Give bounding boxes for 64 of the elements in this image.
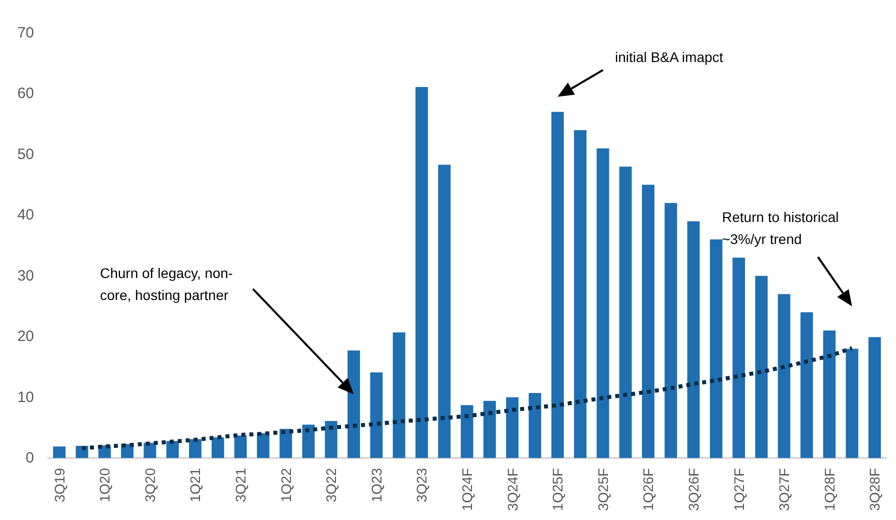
x-tick-label: 3Q20	[142, 468, 158, 502]
x-tick-label: 1Q21	[187, 468, 204, 502]
bar	[438, 164, 451, 458]
bar	[755, 276, 768, 458]
bar	[778, 294, 790, 458]
bar	[324, 420, 338, 458]
bar	[642, 184, 654, 458]
bar	[212, 437, 224, 458]
y-tick-label: 40	[17, 206, 34, 224]
bar	[732, 258, 746, 458]
bar	[551, 112, 564, 458]
y-tick-label: 10	[17, 388, 34, 406]
bar	[687, 221, 700, 458]
x-tick-label: 1Q28F	[821, 468, 838, 511]
annotation: initial B&A imapct	[615, 49, 724, 65]
bar	[166, 441, 179, 458]
x-tick-label: 1Q22	[278, 468, 294, 502]
bar	[596, 148, 610, 458]
x-tick-label: 1Q20	[96, 468, 113, 502]
bar	[506, 397, 519, 458]
x-tick-label: 1Q24F	[459, 468, 475, 511]
bar	[415, 87, 428, 458]
x-tick-label: 3Q25F	[594, 468, 611, 511]
x-tick-label: 3Q23	[414, 468, 430, 502]
y-tick-label: 50	[17, 146, 34, 163]
bar	[280, 428, 292, 458]
y-tick-label: 30	[17, 267, 34, 284]
bar	[664, 203, 678, 458]
bar	[574, 130, 586, 458]
x-tick-label: 3Q21	[232, 468, 249, 502]
annotation: Return to historical ~3%/yr trend	[722, 209, 839, 247]
bar	[460, 405, 474, 458]
bar	[710, 239, 722, 458]
annotation: Churn of legacy, non- core, hosting partner	[100, 265, 234, 303]
bar	[188, 439, 202, 458]
bar	[823, 330, 836, 458]
x-tick-label: 3Q26F	[685, 468, 702, 511]
x-tick-label: 3Q28F	[866, 468, 883, 511]
bar	[619, 166, 632, 458]
bar	[234, 436, 247, 458]
x-tick-label: 3Q19	[51, 468, 68, 502]
bar	[868, 337, 881, 458]
x-tick-label: 1Q25F	[550, 468, 566, 511]
x-tick-label: 1Q26F	[640, 468, 656, 511]
bar	[302, 424, 315, 458]
x-tick-label: 3Q27F	[776, 468, 792, 511]
bar	[800, 312, 813, 458]
x-tick-label: 3Q24F	[504, 468, 520, 511]
bar	[370, 372, 383, 458]
bar	[846, 348, 858, 458]
bar	[483, 400, 496, 458]
y-tick-label: 0	[26, 450, 34, 466]
bar	[144, 442, 156, 458]
y-tick-label: 70	[17, 24, 34, 42]
bar	[528, 393, 542, 458]
x-tick-label: 1Q23	[368, 468, 384, 502]
line-series	[80, 346, 854, 450]
x-tick-label: 1Q27F	[730, 468, 747, 511]
x-tick-label: 3Q22	[323, 468, 340, 502]
y-tick-label: 60	[17, 85, 34, 102]
y-tick-label: 20	[17, 328, 34, 346]
bar	[392, 332, 406, 458]
bar	[256, 433, 270, 458]
bar	[53, 446, 66, 458]
